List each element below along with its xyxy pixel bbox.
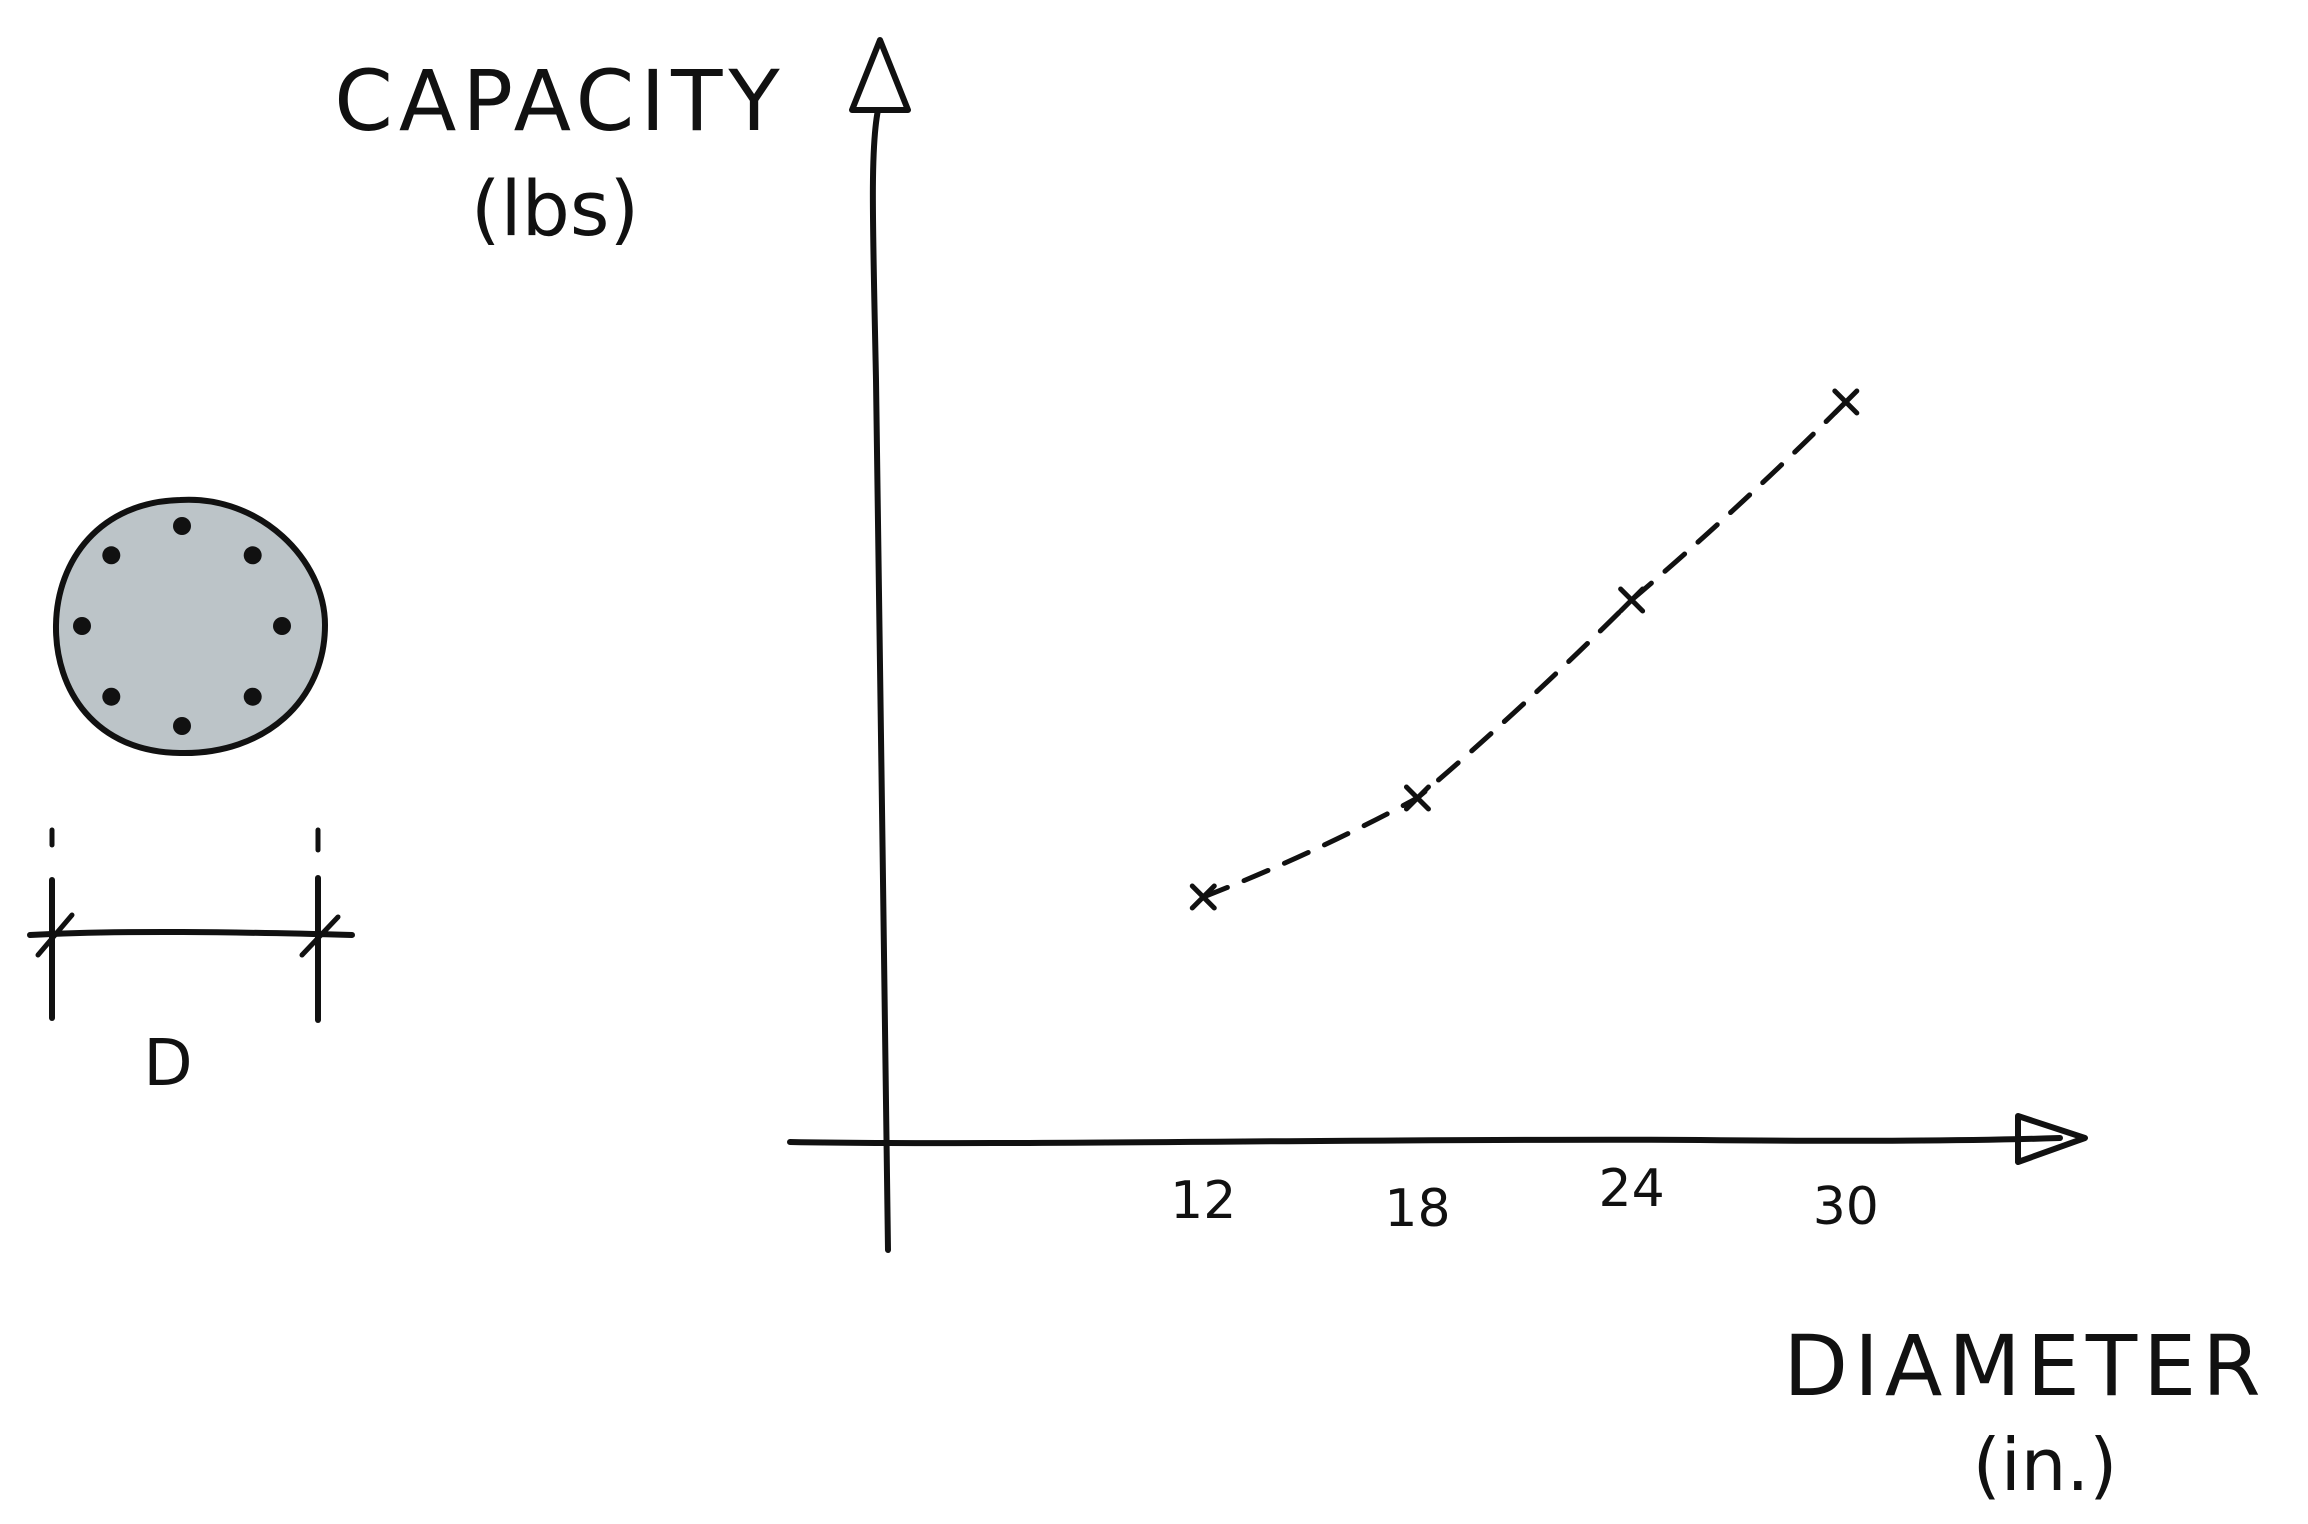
- rebar-dots: [73, 517, 291, 735]
- x-tick-label: 18: [1384, 1179, 1450, 1239]
- dimension-line: [27, 928, 355, 938]
- x-axis-line: [787, 1135, 2063, 1147]
- rebar-dot: [102, 687, 121, 706]
- dimension-slash-right: [299, 914, 341, 958]
- rebar-dot: [173, 717, 191, 735]
- x-tick-label: 30: [1813, 1177, 1879, 1237]
- rebar-dot: [243, 687, 262, 706]
- x-tick-labels: 12 18 24 30: [1170, 1159, 1879, 1239]
- series-line: [1200, 399, 1849, 900]
- rebar-dot: [273, 617, 291, 635]
- column-cross-section: [52, 496, 329, 757]
- y-axis-unit: (lbs): [471, 164, 639, 253]
- rebar-dot: [102, 546, 121, 565]
- rebar-dot: [173, 517, 191, 535]
- dimension-slash-left: [35, 912, 75, 958]
- x-tick-label: 24: [1599, 1159, 1665, 1219]
- series-markers: [1189, 388, 1860, 911]
- data-point-marker: [1832, 388, 1860, 416]
- dimension-marker: D: [27, 827, 355, 1101]
- data-point-marker: [1189, 883, 1217, 911]
- y-axis-label: CAPACITY: [334, 52, 785, 150]
- rebar-dot: [73, 617, 91, 635]
- data-point-marker: [1618, 586, 1646, 614]
- rebar-dot: [243, 546, 262, 565]
- y-axis-line: [869, 107, 891, 1253]
- data-point-marker: [1403, 784, 1431, 812]
- x-tick-label: 12: [1170, 1171, 1236, 1231]
- x-axis-arrow-icon: [2015, 1113, 2088, 1165]
- y-axis-arrow-icon: [849, 37, 911, 113]
- x-axis-label: DIAMETER: [1783, 1317, 2266, 1415]
- x-axis-unit: (in.): [1973, 1423, 2118, 1507]
- dimension-label: D: [143, 1027, 192, 1101]
